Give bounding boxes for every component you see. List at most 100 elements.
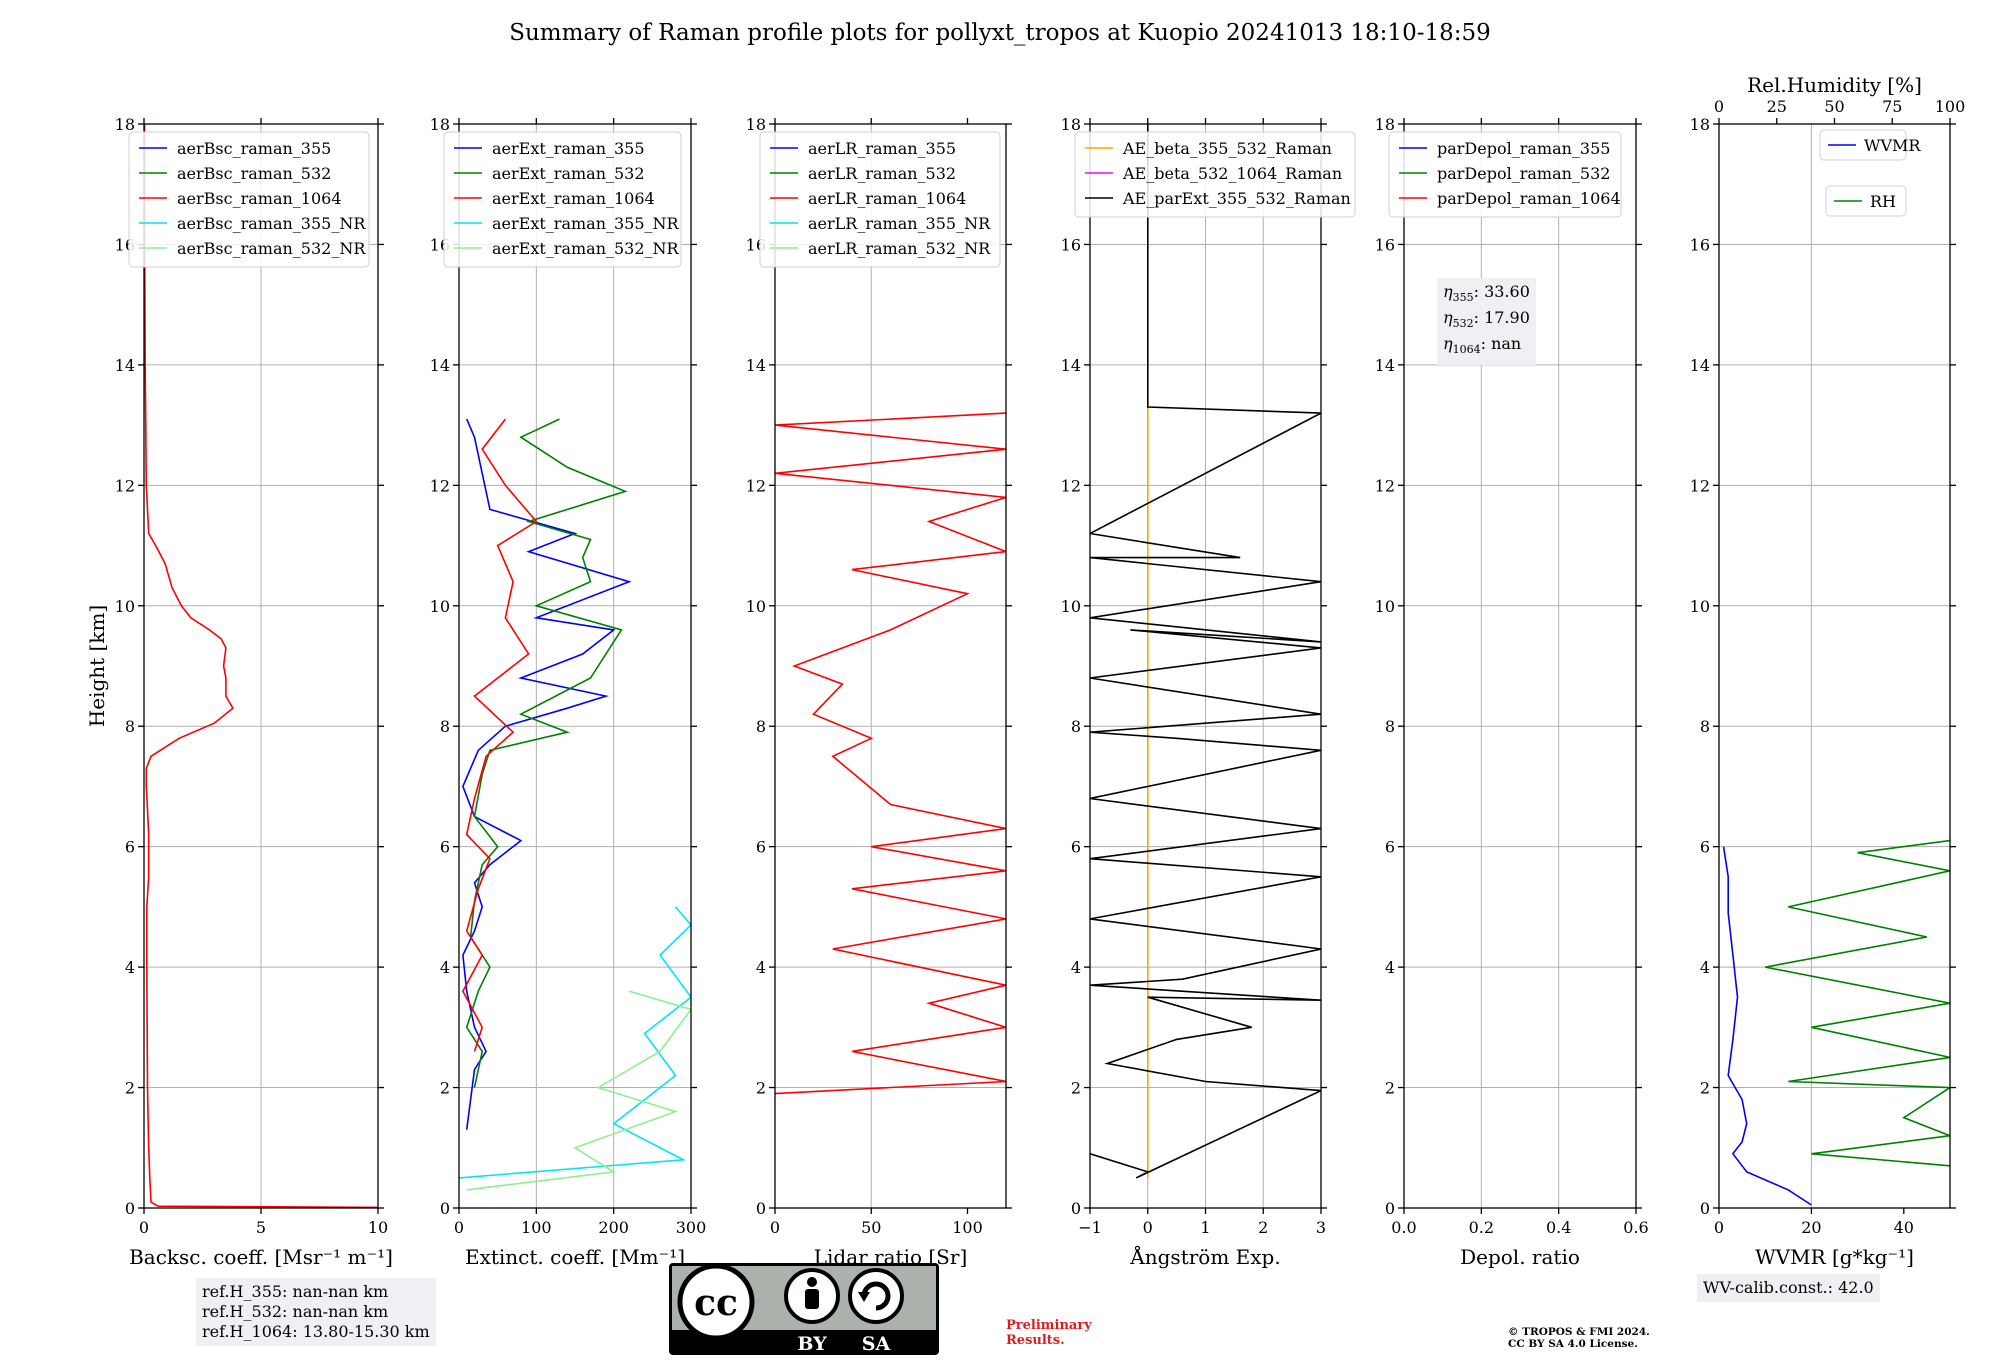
x-tick-label: 200 — [598, 1218, 629, 1237]
y-tick-label: 8 — [125, 717, 135, 736]
y-tick-label: 2 — [756, 1079, 766, 1098]
y-tick-label: 6 — [1385, 838, 1395, 857]
series-aerBsc_raman_1064 — [144, 124, 378, 1208]
legend-label: AE_parExt_355_532_Raman — [1122, 189, 1351, 208]
y-tick-label: 14 — [430, 356, 450, 375]
wv-calib-text: WV-calib.const.: 42.0 — [1703, 1278, 1874, 1297]
y-tick-label: 12 — [115, 476, 135, 495]
x-tick-label: 100 — [521, 1218, 552, 1237]
series-group — [1722, 839, 1950, 1206]
series-aerExt_raman_355_NR — [459, 906, 691, 1179]
legend-label: aerExt_raman_532 — [492, 164, 645, 183]
eta-box: η355: 33.60 η532: 17.90 η1064: nan — [1437, 278, 1536, 365]
series-aerLR_raman_1064 — [775, 412, 1006, 1095]
cc-text: cc — [694, 1282, 738, 1324]
legend-label: AE_beta_355_532_Raman — [1122, 139, 1332, 158]
axes-frame — [458, 123, 692, 1209]
x-tick-label: 5 — [256, 1218, 266, 1237]
legend: aerExt_raman_355 aerExt_raman_532 aerExt_r… — [443, 131, 682, 268]
eta-532: η532: 17.90 — [1443, 308, 1530, 331]
legend-label: parDepol_raman_355 — [1437, 139, 1610, 158]
ref-h-1064: ref.H_1064: 13.80-15.30 km — [202, 1322, 430, 1341]
x-axis-label: Extinct. coeff. [Mm⁻¹] — [465, 1245, 685, 1269]
legend-label: aerLR_raman_532_NR — [808, 239, 991, 258]
y-tick-label: 0 — [1700, 1199, 1710, 1218]
legend-label: aerLR_raman_355_NR — [808, 214, 991, 233]
legend: parDepol_raman_355 parDepol_raman_532 parD… — [1388, 131, 1622, 218]
series-aerExt_raman_1064 — [461, 418, 538, 1052]
legend-label: aerBsc_raman_532 — [177, 164, 331, 183]
legend-label: aerLR_raman_1064 — [808, 189, 966, 208]
y-tick-label: 16 — [1690, 235, 1710, 254]
y-tick-label: 18 — [115, 115, 135, 134]
axes-frame — [774, 123, 1007, 1209]
y-tick-label: 14 — [746, 356, 766, 375]
top-tick-label: 0 — [1714, 97, 1724, 116]
x-tick-label: 0.2 — [1469, 1218, 1494, 1237]
y-tick-label: 18 — [1690, 115, 1710, 134]
y-tick-label: 14 — [1061, 356, 1081, 375]
x-tick-label: 0.6 — [1623, 1218, 1648, 1237]
y-tick-label: 0 — [756, 1199, 766, 1218]
legend-label: parDepol_raman_532 — [1437, 164, 1610, 183]
y-tick-label: 14 — [1375, 356, 1395, 375]
legend-label: aerBsc_raman_1064 — [177, 189, 342, 208]
y-tick-label: 10 — [746, 597, 766, 616]
legend-box — [1074, 131, 1356, 218]
legend-label: WVMR — [1864, 136, 1921, 155]
legend-label: aerLR_raman_355 — [808, 139, 956, 158]
y-tick-label: 12 — [430, 476, 450, 495]
series-WVMR — [1722, 846, 1812, 1206]
y-tick-label: 8 — [1700, 717, 1710, 736]
legend: WVMR RH — [1819, 129, 1921, 217]
y-tick-label: 4 — [1071, 958, 1081, 977]
x-tick-label: 20 — [1801, 1218, 1821, 1237]
legend-box — [759, 131, 1001, 268]
y-tick-label: 8 — [756, 717, 766, 736]
top-tick-label: 25 — [1767, 97, 1787, 116]
series-AE_parExt_355_532_Raman — [1090, 124, 1321, 1179]
legend-box — [1825, 185, 1907, 217]
series-group — [775, 412, 1006, 1095]
y-tick-label: 0 — [1385, 1199, 1395, 1218]
y-tick-label: 12 — [1061, 476, 1081, 495]
y-tick-label: 16 — [1375, 235, 1395, 254]
y-axis-label: Height [km] — [85, 605, 109, 727]
y-tick-label: 6 — [1700, 838, 1710, 857]
series-aerExt_raman_355 — [462, 418, 632, 1130]
series-aerExt_raman_532_NR — [466, 990, 691, 1191]
y-tick-label: 8 — [1385, 717, 1395, 736]
x-tick-label: 3 — [1316, 1218, 1326, 1237]
y-tick-label: 14 — [115, 356, 135, 375]
y-tick-label: 8 — [1071, 717, 1081, 736]
x-axis-label: Backsc. coeff. [Msr⁻¹ m⁻¹] — [129, 1245, 393, 1269]
legend-label: aerExt_raman_355_NR — [492, 214, 680, 233]
ref-height-box: ref.H_355: nan-nan km ref.H_532: nan-nan… — [196, 1278, 436, 1346]
y-tick-label: 6 — [125, 838, 135, 857]
y-tick-label: 4 — [1385, 958, 1395, 977]
legend-label: RH — [1870, 192, 1896, 211]
series-group — [1090, 124, 1321, 1179]
eta-355: η355: 33.60 — [1443, 282, 1530, 305]
x-tick-label: 0.0 — [1391, 1218, 1416, 1237]
axes-frame — [1403, 123, 1637, 1209]
legend-label: aerBsc_raman_355 — [177, 139, 331, 158]
legend-label: aerBsc_raman_532_NR — [177, 239, 366, 258]
legend-label: AE_beta_532_1064_Raman — [1122, 164, 1342, 183]
figure-title: Summary of Raman profile plots for polly… — [509, 20, 1491, 46]
legend-label: aerBsc_raman_355_NR — [177, 214, 366, 233]
y-tick-label: 12 — [1690, 476, 1710, 495]
x-tick-label: 0 — [454, 1218, 464, 1237]
y-tick-label: 18 — [1061, 115, 1081, 134]
y-tick-label: 10 — [1375, 597, 1395, 616]
y-tick-label: 6 — [440, 838, 450, 857]
x-axis-label: Depol. ratio — [1460, 1245, 1580, 1269]
y-tick-label: 10 — [430, 597, 450, 616]
x-tick-label: 1 — [1200, 1218, 1210, 1237]
y-tick-label: 8 — [440, 717, 450, 736]
